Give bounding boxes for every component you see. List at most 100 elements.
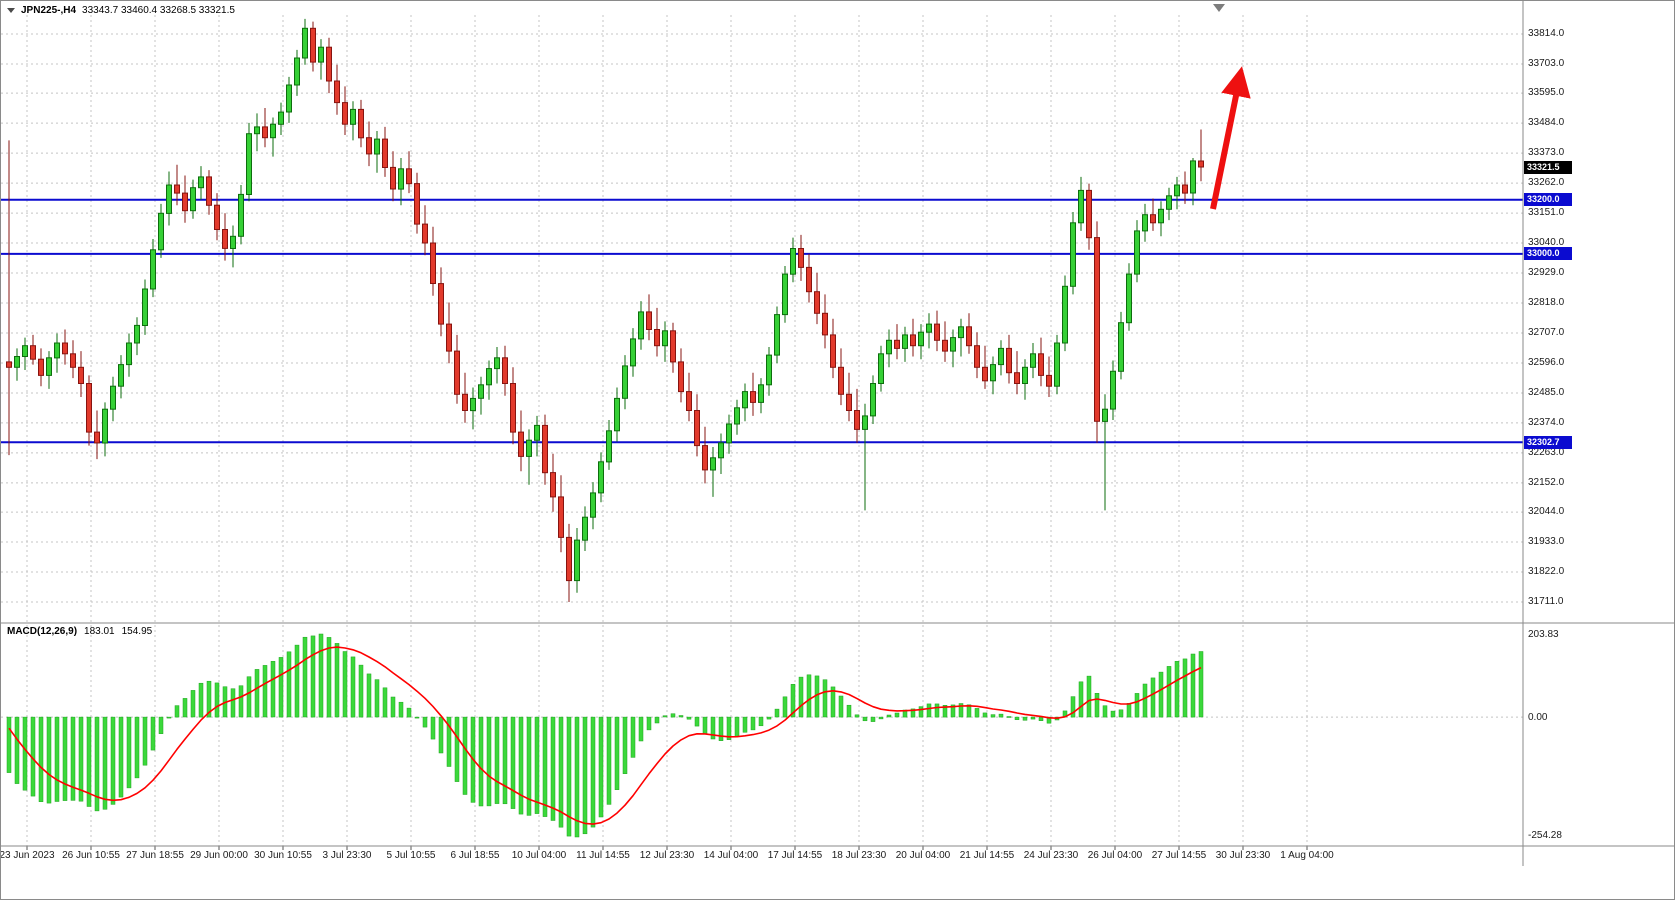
macd-histogram-bar (150, 716, 156, 751)
support-resistance-layer[interactable] (1, 198, 1523, 444)
macd-scale-min: -254.28 (1528, 830, 1562, 841)
candle-body (6, 361, 12, 368)
macd-histogram-bar (478, 716, 484, 807)
candle-body (454, 350, 460, 395)
macd-histogram-bar (510, 716, 516, 809)
time-axis-label: 11 Jul 14:55 (576, 850, 630, 861)
macd-histogram-bar (1030, 716, 1036, 720)
candle-body (814, 291, 820, 314)
macd-histogram-bar (46, 716, 52, 804)
macd-histogram-bar (1086, 675, 1092, 718)
macd-histogram-bar (982, 712, 988, 718)
macd-histogram-bar (1014, 716, 1020, 720)
macd-histogram-bar (614, 716, 620, 790)
macd-histogram-bar (910, 708, 916, 718)
macd-histogram-bar (366, 673, 372, 718)
time-axis-label: 26 Jun 10:55 (62, 850, 120, 861)
candle-body (830, 334, 836, 368)
candle-body (1046, 374, 1052, 387)
candle-body (1142, 214, 1148, 232)
candle-body (1182, 184, 1188, 194)
candle-body (1086, 189, 1092, 239)
price-level-tag: 33000.0 (1524, 247, 1572, 261)
macd-histogram-bar (206, 680, 212, 718)
candle-body (222, 229, 228, 249)
candle-body (366, 137, 372, 155)
symbol-dropdown-icon[interactable] (7, 8, 15, 13)
macd-histogram-bar (1198, 651, 1204, 718)
candle-body (214, 204, 220, 230)
candle-body (78, 366, 84, 384)
time-axis-label: 5 Jul 10:55 (386, 850, 436, 861)
macd-histogram-bar (142, 716, 148, 766)
candle-body (262, 126, 268, 139)
candle-body (430, 242, 436, 284)
candle-body (846, 393, 852, 411)
candle-body (558, 496, 564, 538)
macd-histogram-bar (774, 708, 780, 718)
macd-histogram-bar (94, 716, 100, 812)
macd-histogram-bar (334, 643, 340, 718)
macd-histogram-bar (62, 716, 68, 801)
candle-body (790, 248, 796, 275)
macd-histogram-bar (398, 701, 404, 718)
macd-histogram-bar (1182, 658, 1188, 718)
candle-body (1118, 322, 1124, 372)
candle-body (590, 492, 596, 518)
price-axis-label: 33151.0 (1528, 207, 1565, 219)
time-axis-label: 6 Jul 18:55 (450, 850, 500, 861)
macd-histogram-bar (414, 716, 420, 719)
candle-body (38, 358, 44, 376)
macd-histogram-bar (326, 637, 332, 718)
macd-histogram-bar (1038, 716, 1044, 721)
price-axis-label: 33703.0 (1528, 57, 1565, 69)
macd-histogram-bar (958, 703, 964, 718)
candle-body (254, 126, 260, 135)
candle-body (238, 193, 244, 237)
macd-histogram-bar (6, 716, 12, 773)
candle-body (910, 334, 916, 347)
macd-histogram-bar (1126, 703, 1132, 718)
macd-histogram-bar (990, 714, 996, 718)
macd-histogram-bar (822, 679, 828, 718)
macd-histogram-bar (262, 665, 268, 718)
time-axis-label: 30 Jun 10:55 (254, 850, 312, 861)
chart-shift-marker-icon (1213, 4, 1225, 12)
macd-histogram-bar (758, 716, 764, 727)
time-axis-label: 10 Jul 04:00 (511, 850, 567, 861)
macd-histogram-bar (854, 714, 860, 718)
macd-histogram-bar (374, 679, 380, 718)
candle-body (374, 138, 380, 155)
candle-body (414, 183, 420, 225)
time-axis-label: 1 Aug 04:00 (1280, 850, 1334, 861)
annotation-layer[interactable] (1210, 4, 1251, 210)
candle-body (518, 431, 524, 457)
candle-body (190, 187, 196, 212)
price-axis-label: 32044.0 (1528, 506, 1565, 518)
trend-arrow-annotation[interactable] (1210, 66, 1251, 210)
macd-histogram-bar (118, 716, 124, 798)
macd-histogram-bar (214, 682, 220, 718)
macd-histogram-bar (974, 708, 980, 718)
macd-histogram-bar (342, 651, 348, 718)
candle-body (398, 168, 404, 190)
candle-body (358, 108, 364, 139)
macd-histogram-bar (750, 716, 756, 731)
candle-body (822, 312, 828, 336)
candle-body (150, 249, 156, 290)
candle-body (798, 248, 804, 268)
macd-indicator-label: MACD(12,26,9) 183.01 154.95 (7, 626, 152, 637)
macd-histogram-bar (166, 716, 172, 719)
price-axis-label: 31822.0 (1528, 566, 1565, 578)
candle-body (334, 80, 340, 104)
macd-histogram-bar (790, 684, 796, 718)
macd-histogram-bar (102, 716, 108, 810)
candle-body (14, 356, 20, 368)
price-level-tag: 32302.7 (1524, 435, 1572, 449)
candle-body (70, 353, 76, 368)
macd-histogram-bar (862, 716, 868, 722)
candle-body (1174, 184, 1180, 197)
macd-histogram-bar (382, 687, 388, 718)
macd-histogram-bar (710, 716, 716, 740)
